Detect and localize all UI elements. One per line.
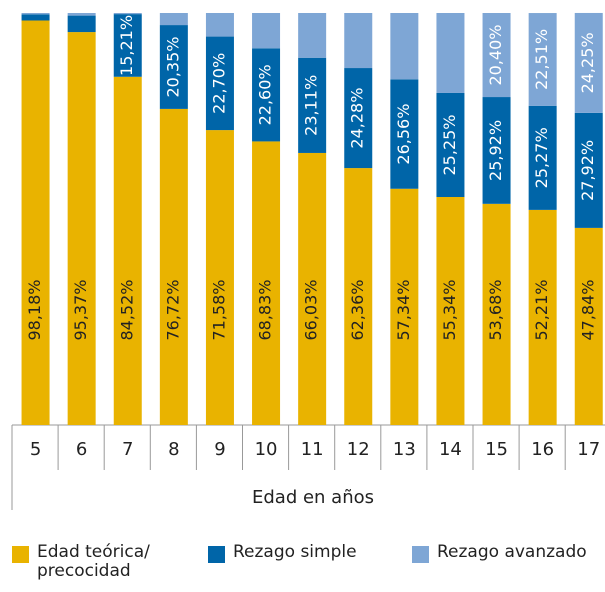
bar-segment xyxy=(574,112,603,228)
legend-swatch xyxy=(208,546,225,563)
data-label: 62,36% xyxy=(348,279,367,340)
bar-segment xyxy=(482,97,511,204)
data-label: 25,25% xyxy=(440,114,459,175)
bar-segment xyxy=(252,48,281,142)
bar-segment xyxy=(344,68,373,169)
bar-segment xyxy=(574,12,603,113)
bar-segment xyxy=(67,13,96,16)
data-label: 84,52% xyxy=(117,279,136,340)
bar-segment xyxy=(436,92,465,197)
bar-segment xyxy=(159,25,188,109)
data-label: 25,92% xyxy=(486,120,505,181)
bar-segment xyxy=(528,209,557,425)
bar-segment xyxy=(390,79,419,189)
x-tick-label: 7 xyxy=(122,439,133,460)
x-tick-label: 9 xyxy=(214,439,225,460)
data-label: 25,27% xyxy=(532,127,551,188)
bar-segment xyxy=(528,13,557,106)
bar-segment xyxy=(205,13,234,37)
bar-segment xyxy=(113,14,142,77)
data-label: 20,40% xyxy=(486,25,505,86)
bar-segment xyxy=(252,141,281,425)
data-label: 68,83% xyxy=(256,279,275,340)
data-label: 23,11% xyxy=(302,75,321,136)
x-tick-label: 14 xyxy=(439,439,462,460)
bar-segment xyxy=(482,203,511,425)
data-label: 53,68% xyxy=(486,279,505,340)
bar-segment xyxy=(574,227,603,425)
legend-swatch xyxy=(412,546,429,563)
data-label: 27,92% xyxy=(578,140,597,201)
data-label: 24,28% xyxy=(348,88,367,149)
bar-segment xyxy=(344,13,373,69)
bar-segment xyxy=(482,13,511,98)
x-tick-label: 16 xyxy=(531,439,554,460)
data-label: 22,70% xyxy=(209,53,228,114)
bar-segment xyxy=(113,76,142,426)
x-tick-label: 17 xyxy=(577,439,600,460)
bar-segment xyxy=(205,36,234,131)
data-label: 52,21% xyxy=(532,279,551,340)
data-label: 22,60% xyxy=(256,64,275,125)
x-tick-label: 8 xyxy=(168,439,179,460)
data-label: 71,58% xyxy=(209,279,228,340)
data-label: 66,03% xyxy=(302,279,321,340)
data-label: 26,56% xyxy=(394,104,413,165)
bar-segment xyxy=(390,13,419,80)
data-label: 95,37% xyxy=(71,279,90,340)
bar-segment xyxy=(67,32,96,426)
legend-label: Rezago simple xyxy=(233,542,357,562)
bar-segment xyxy=(344,168,373,426)
data-label: 55,34% xyxy=(440,279,459,340)
bar-segment xyxy=(528,105,557,210)
legend-item: Rezago avanzado xyxy=(412,543,587,563)
data-label: 24,25% xyxy=(578,32,597,93)
legend-label: Edad teórica/ precocidad xyxy=(37,542,150,581)
x-tick-label: 10 xyxy=(255,439,278,460)
bar-segment xyxy=(159,108,188,425)
x-axis-label: Edad en años xyxy=(252,487,374,508)
bar-segment xyxy=(205,130,234,425)
data-label: 57,34% xyxy=(394,279,413,340)
data-label: 47,84% xyxy=(578,279,597,340)
bar-segment xyxy=(298,152,327,425)
x-tick-label: 5 xyxy=(30,439,41,460)
x-tick-label: 6 xyxy=(76,439,87,460)
x-tick-label: 15 xyxy=(485,439,508,460)
bar-segment xyxy=(390,188,419,425)
x-tick-label: 12 xyxy=(347,439,370,460)
x-tick-label: 11 xyxy=(301,439,324,460)
data-label: 22,51% xyxy=(532,29,551,90)
bar-segment xyxy=(159,13,188,26)
legend-item: Edad teórica/ precocidad xyxy=(12,543,192,581)
data-label: 98,18% xyxy=(25,279,44,340)
chart: Edad en años 5 98,18% 6 95,37% 7 84,52% 15,21%… xyxy=(11,12,605,510)
legend-label: Rezago avanzado xyxy=(437,542,587,562)
legend-swatch xyxy=(12,546,29,563)
bar-segment xyxy=(21,14,50,21)
legend-item: Rezago simple xyxy=(208,543,357,563)
data-label: 15,21% xyxy=(117,15,136,76)
bar-segment xyxy=(436,196,465,425)
data-label: 20,35% xyxy=(163,36,182,97)
bar-segment xyxy=(67,15,96,33)
bar-segment xyxy=(436,13,465,93)
data-label: 76,72% xyxy=(163,279,182,340)
bar-segment xyxy=(113,13,142,15)
bar-segment xyxy=(21,20,50,425)
bar-segment xyxy=(21,13,50,15)
bar-segment xyxy=(298,57,327,153)
x-tick-label: 13 xyxy=(393,439,416,460)
bar-segment xyxy=(252,13,281,49)
bar-segment xyxy=(298,13,327,58)
